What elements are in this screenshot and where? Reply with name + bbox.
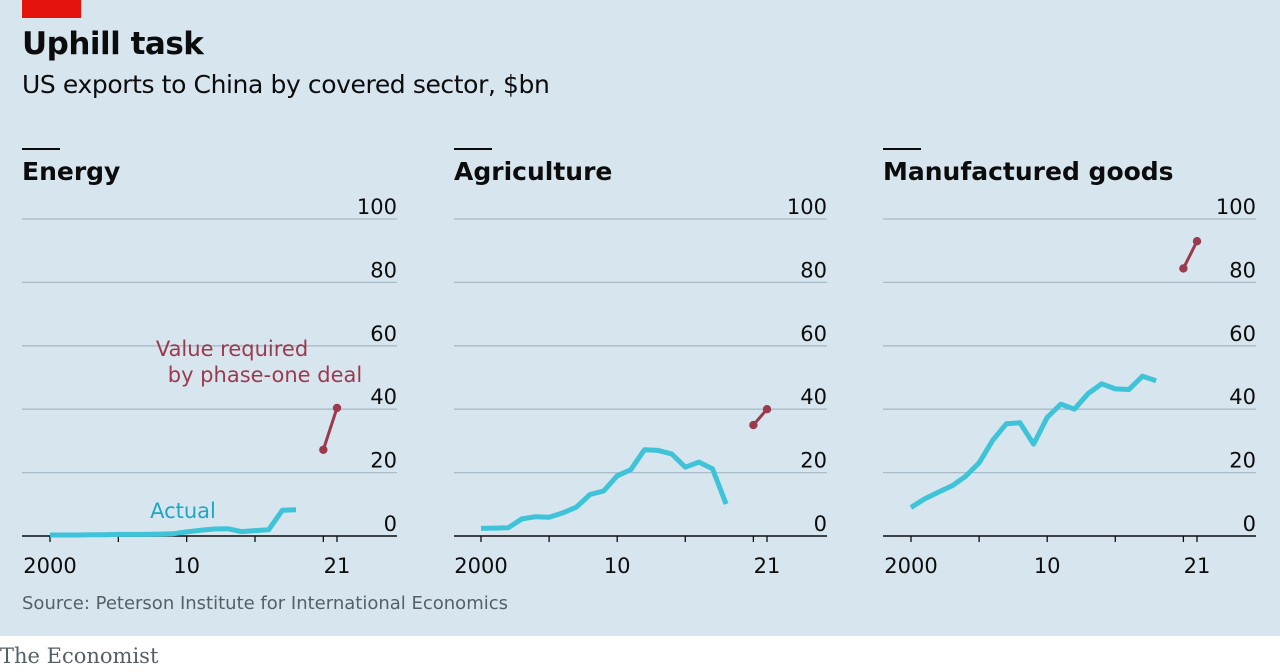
series-point-required	[332, 403, 342, 413]
y-tick-label: 0	[814, 512, 827, 536]
y-tick-label: 100	[787, 195, 827, 219]
series-point-required	[749, 420, 758, 430]
panel-title: Manufactured goods	[883, 157, 1174, 186]
panel-title-bar	[454, 148, 492, 150]
x-tick-label: 2000	[884, 554, 937, 578]
x-tick-label: 10	[604, 554, 631, 578]
panel-title-bar	[22, 148, 60, 150]
series-line-actual	[480, 447, 729, 531]
series-line-required	[1182, 240, 1199, 270]
y-tick-label: 40	[1229, 385, 1256, 409]
series-line-actual	[50, 507, 297, 538]
x-tick-label: 10	[173, 554, 200, 578]
panel-title-bar	[883, 148, 921, 150]
y-tick-label: 20	[800, 449, 827, 473]
y-tick-label: 80	[800, 258, 827, 282]
x-tick-label: 21	[754, 554, 781, 578]
panel-energy: Energy 0 20 40 60 80 100 2000 10 21 Value required…	[22, 148, 397, 578]
panel-agriculture: Agriculture 0 20 40 60 80 100 2000 10 21	[454, 148, 827, 578]
x-tick-label: 2000	[454, 554, 507, 578]
x-tick-label: 10	[1034, 554, 1061, 578]
panel-title: Agriculture	[454, 157, 612, 186]
panel-title: Energy	[22, 157, 120, 186]
series-point-required	[1179, 264, 1188, 273]
y-tick-label: 0	[1243, 512, 1256, 536]
annotation-actual: Actual	[150, 499, 216, 523]
y-tick-label: 0	[384, 512, 397, 536]
y-tick-label: 60	[1229, 322, 1256, 346]
y-tick-label: 80	[1229, 258, 1256, 282]
y-tick-label: 100	[1216, 195, 1256, 219]
series-point-required	[762, 405, 772, 414]
annotation-required-line1: Value required	[156, 337, 308, 361]
y-tick-label: 80	[370, 258, 397, 282]
series-line-required	[321, 407, 339, 451]
series-point-required	[1192, 236, 1202, 246]
y-tick-label: 20	[1229, 449, 1256, 473]
annotation-required-line2: by phase-one deal	[168, 363, 362, 387]
y-tick-label: 60	[800, 322, 827, 346]
chart-subtitle: US exports to China by covered sector, $…	[22, 70, 550, 99]
y-tick-label: 40	[370, 385, 397, 409]
y-tick-label: 100	[357, 195, 397, 219]
y-tick-label: 60	[370, 322, 397, 346]
panel-manufactured-goods: Manufactured goods 0 20 40 60 80 100 2000 10 21	[883, 148, 1256, 578]
x-tick-label: 21	[1184, 554, 1211, 578]
brand-logo: The Economist	[0, 644, 159, 668]
series-line-actual	[909, 373, 1157, 510]
series-point-required	[319, 445, 328, 454]
chart-title: Uphill task	[22, 26, 204, 62]
brand-red-tag	[22, 0, 81, 18]
y-tick-label: 40	[800, 385, 827, 409]
x-tick-label: 21	[324, 554, 351, 578]
source-note: Source: Peterson Institute for Internati…	[22, 593, 509, 614]
y-tick-label: 20	[370, 449, 397, 473]
x-tick-label: 2000	[23, 554, 76, 578]
